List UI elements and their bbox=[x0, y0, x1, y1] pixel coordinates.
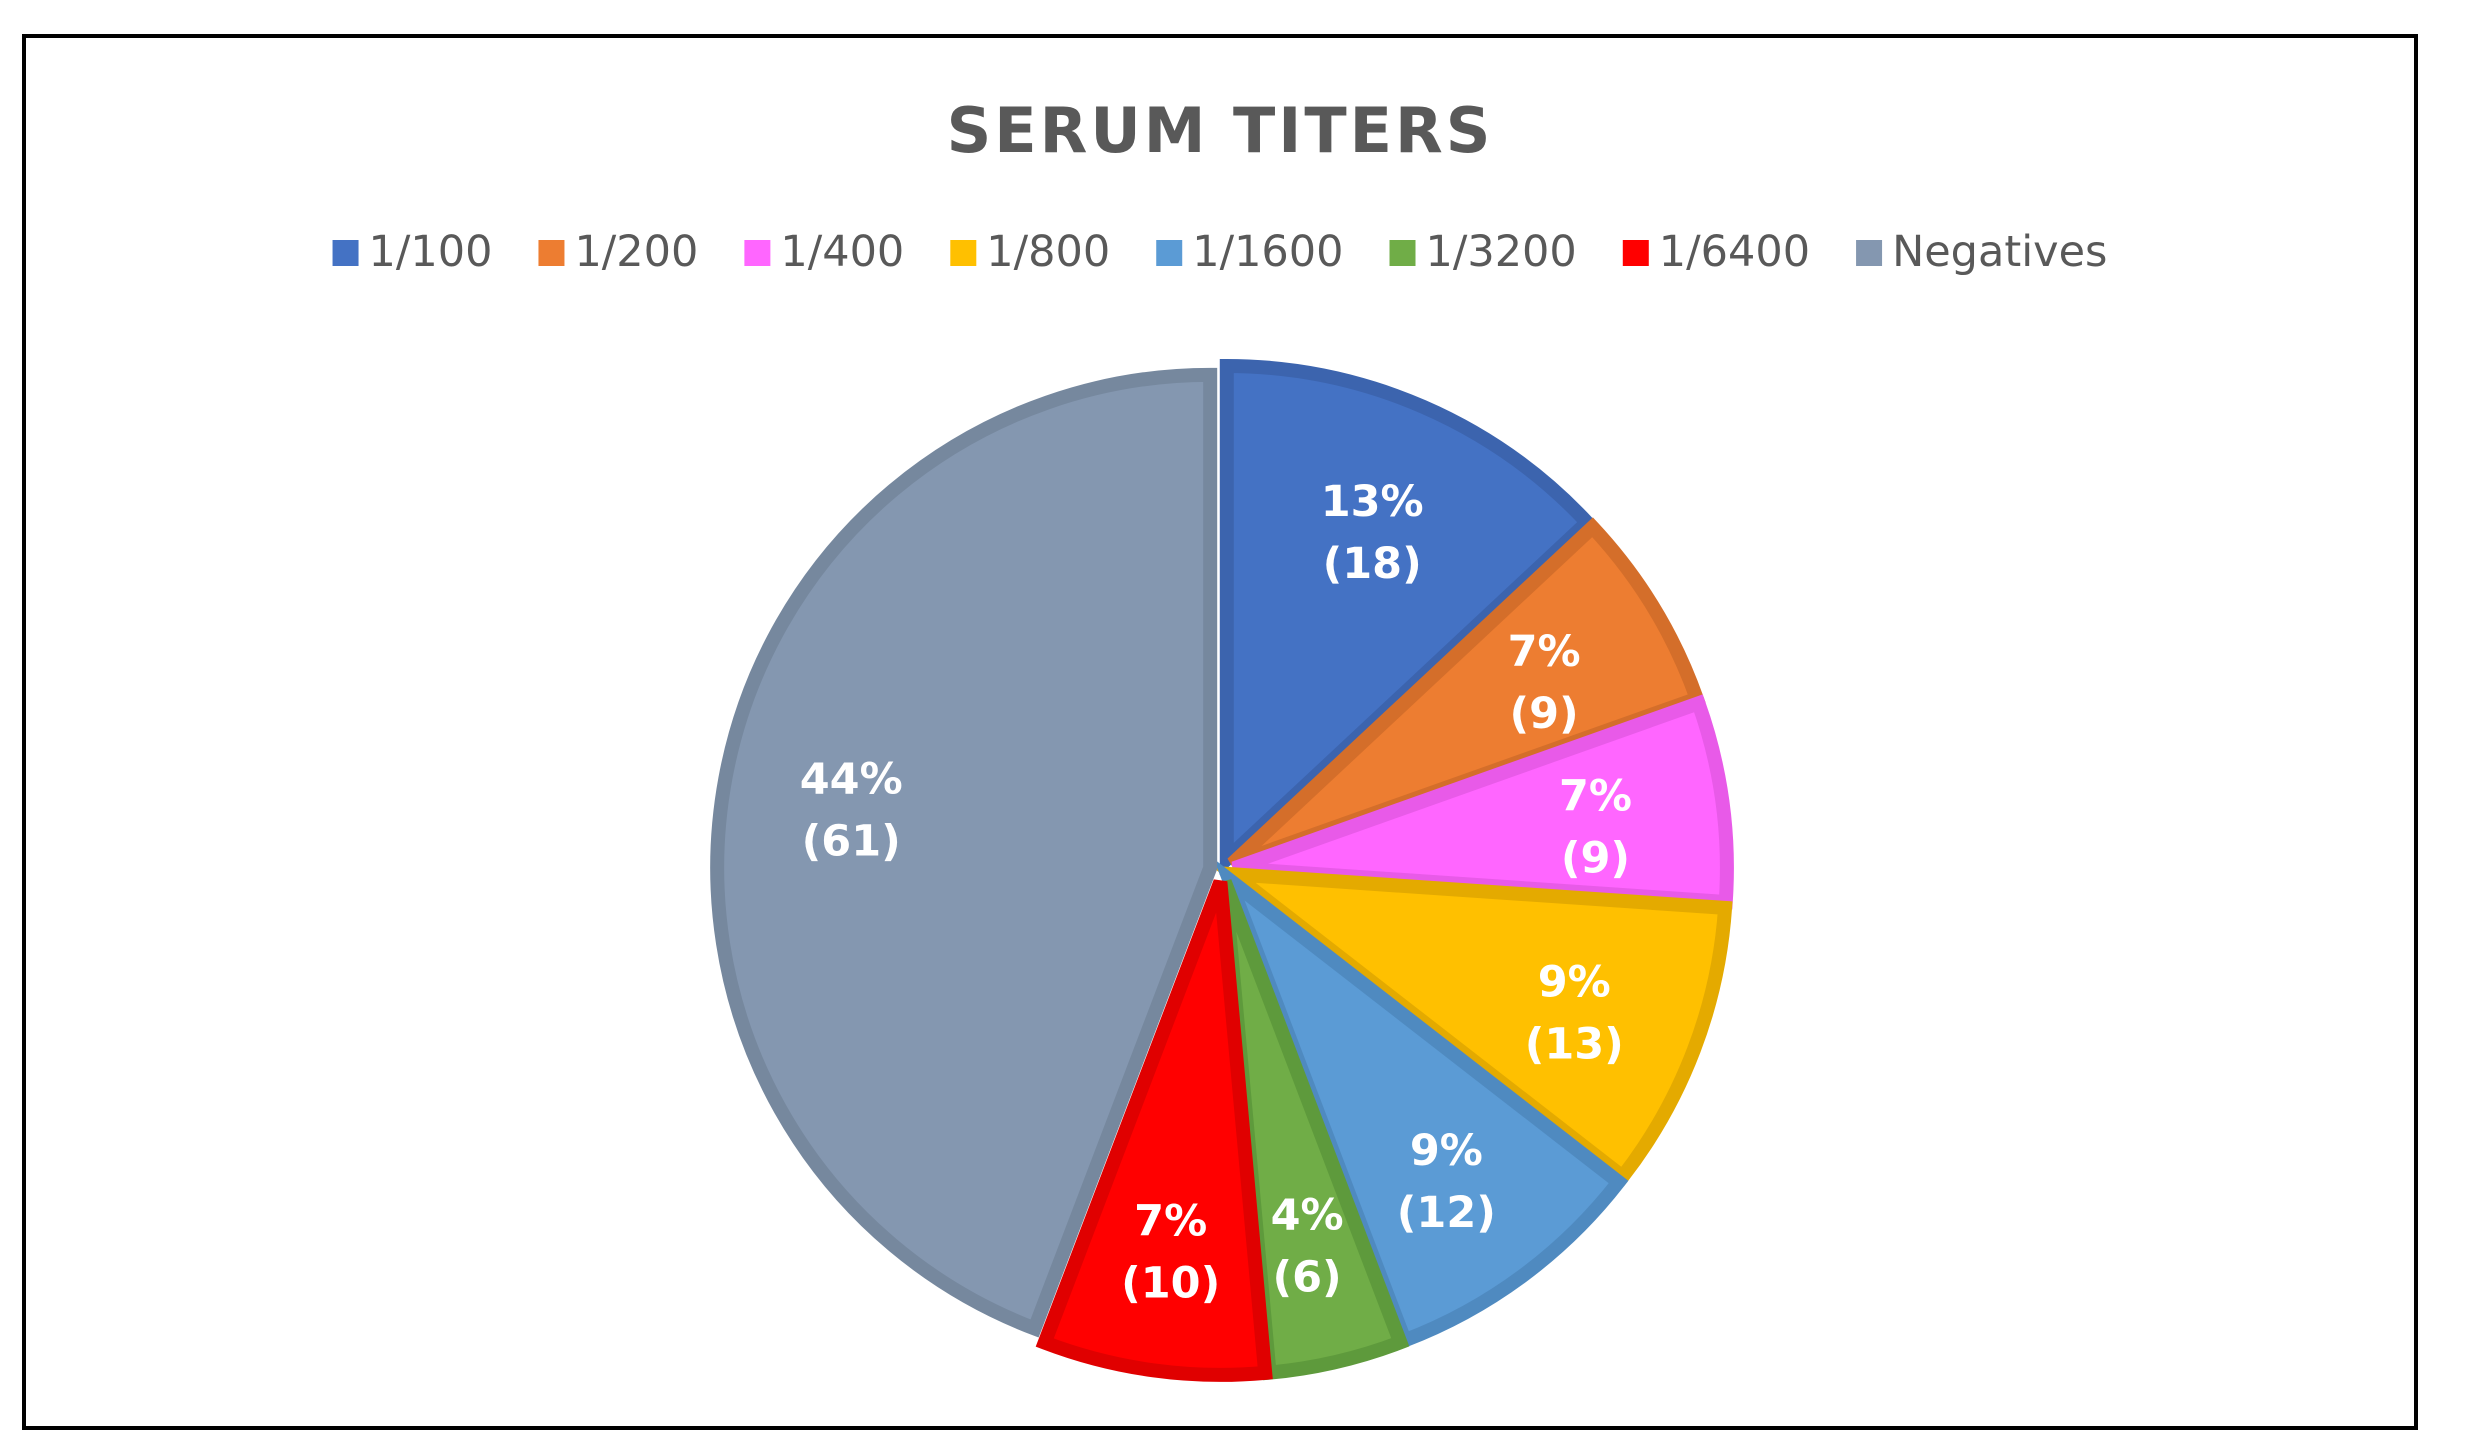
pie-slice-1-400 bbox=[1231, 694, 1734, 910]
slice-count-label: (9) bbox=[1561, 834, 1630, 884]
legend-item-1-3200: 1/3200 bbox=[1389, 227, 1577, 277]
legend-label: 1/800 bbox=[986, 227, 1110, 277]
slice-count-label: (10) bbox=[1121, 1258, 1220, 1308]
legend-label: 1/400 bbox=[780, 227, 904, 277]
pie-slices bbox=[710, 358, 1734, 1382]
pie-slice-1-100 bbox=[1219, 358, 1597, 876]
legend-item-1-1600: 1/1600 bbox=[1156, 227, 1344, 277]
slice-count-label: (18) bbox=[1323, 539, 1422, 589]
legend-label: 1/6400 bbox=[1659, 227, 1810, 277]
slice-percent-label: 9% bbox=[1410, 1126, 1483, 1176]
slice-count-label: (12) bbox=[1397, 1188, 1496, 1238]
legend-label: 1/200 bbox=[574, 227, 698, 277]
slice-labels: 13% (18) 7% (9) 7% (9) 9% (13) 9% (12) 4% (6) 7% (10)… bbox=[800, 477, 1632, 1308]
chart-title: SERUM TITERS bbox=[947, 94, 1494, 167]
pie-slice-1-200 bbox=[1227, 517, 1706, 871]
slice-count-label: (9) bbox=[1509, 689, 1578, 739]
legend-item-negatives: Negatives bbox=[1856, 227, 2107, 277]
slice-percent-label: 7% bbox=[1508, 627, 1581, 677]
legend-label: 1/3200 bbox=[1426, 227, 1577, 277]
slice-percent-label: 7% bbox=[1134, 1196, 1207, 1246]
slice-percent-label: 7% bbox=[1559, 772, 1632, 822]
slice-percent-label: 44% bbox=[800, 755, 903, 805]
legend: 1/100 1/200 1/400 1/800 1/1600 1/3200 1/6400 Ne… bbox=[332, 227, 2107, 277]
slice-percent-label: 9% bbox=[1538, 957, 1611, 1007]
legend-swatch bbox=[1156, 240, 1183, 266]
slice-percent-label: 13% bbox=[1321, 477, 1424, 527]
legend-item-1-6400: 1/6400 bbox=[1622, 227, 1810, 277]
slice-count-label: (13) bbox=[1525, 1019, 1624, 1069]
pie-slice-1-800 bbox=[1210, 865, 1733, 1187]
legend-item-1-400: 1/400 bbox=[744, 227, 904, 277]
pie-slice-1-6400 bbox=[1035, 879, 1273, 1382]
legend-swatch bbox=[1389, 240, 1416, 266]
pie-slice-negatives bbox=[710, 367, 1218, 1338]
legend-swatch bbox=[538, 240, 565, 266]
legend-swatch bbox=[332, 240, 359, 266]
legend-label: 1/1600 bbox=[1192, 227, 1343, 277]
legend-swatch bbox=[950, 240, 977, 266]
legend-item-1-100: 1/100 bbox=[332, 227, 493, 277]
slice-percent-label: 4% bbox=[1271, 1190, 1344, 1240]
legend-label: 1/100 bbox=[369, 227, 493, 277]
legend-swatch bbox=[1622, 240, 1649, 266]
slice-count-label: (6) bbox=[1272, 1252, 1341, 1302]
legend-swatch bbox=[744, 240, 771, 266]
legend-swatch bbox=[1856, 240, 1883, 266]
legend-label: Negatives bbox=[1892, 227, 2107, 277]
legend-item-1-800: 1/800 bbox=[950, 227, 1110, 277]
slice-count-label: (61) bbox=[802, 817, 901, 867]
pie-slice-1-1600 bbox=[1213, 858, 1629, 1350]
legend-item-1-200: 1/200 bbox=[538, 227, 698, 277]
